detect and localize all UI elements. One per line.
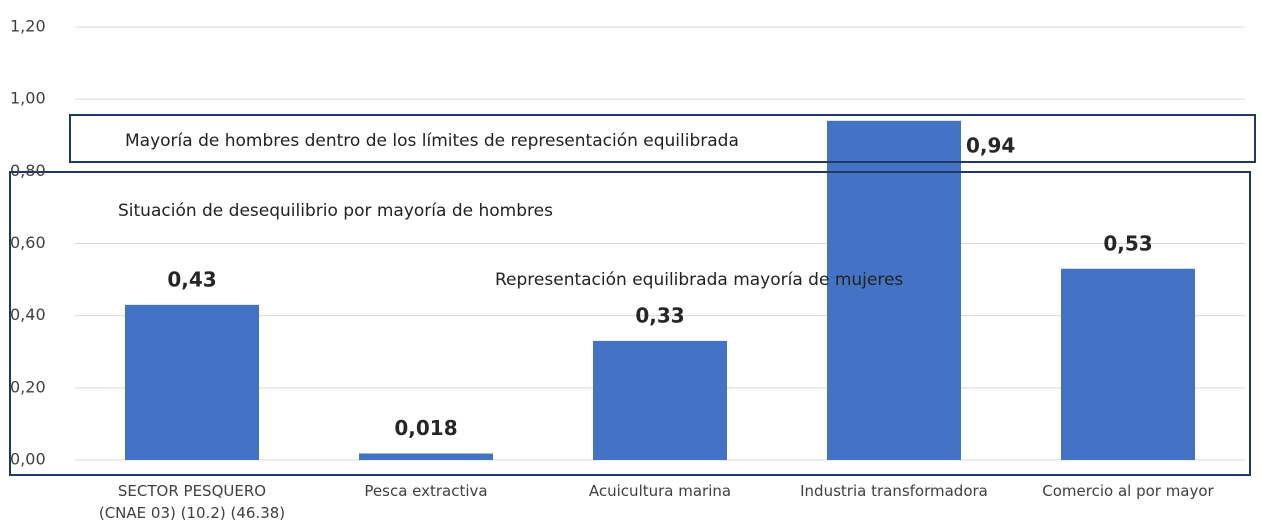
x-tick-label: Acuicultura marina: [588, 482, 732, 500]
y-tick-label: 1,00: [10, 89, 46, 108]
bar: [593, 340, 727, 460]
data-label: 0,43: [167, 267, 216, 291]
annotation-box: [69, 114, 1256, 163]
y-tick-label: 0,40: [10, 305, 46, 324]
x-tick-label: Comercio al por mayor: [1042, 482, 1214, 500]
y-tick-label: 0,60: [10, 233, 46, 252]
y-tick-label: 0,20: [10, 377, 46, 396]
annotation: Representación equilibrada mayoría de mu…: [495, 270, 903, 290]
y-tick-label: 0,80: [10, 161, 46, 180]
data-label: 0,33: [635, 303, 684, 327]
y-tick-label: 1,20: [10, 17, 46, 36]
bar: [827, 120, 961, 461]
data-label: 0,018: [394, 416, 457, 440]
bar: [359, 453, 493, 460]
annotation: Situación de desequilibrio por mayoría d…: [118, 201, 553, 221]
bar: [125, 304, 259, 460]
annotation-box: [9, 171, 1251, 476]
x-tick-label: Industria transformadora: [800, 482, 988, 500]
y-tick-label: 0,00: [10, 450, 46, 469]
bars: [125, 120, 1195, 461]
data-label: 0,94: [966, 133, 1015, 157]
bar: [1061, 268, 1195, 460]
x-tick-label: Pesca extractiva: [364, 482, 488, 500]
annotation: Mayoría de hombres dentro de los límites…: [125, 131, 739, 151]
x-tick-label: SECTOR PESQUERO (CNAE 03) (10.2) (46.38): [98, 482, 286, 522]
data-label: 0,53: [1103, 231, 1152, 255]
